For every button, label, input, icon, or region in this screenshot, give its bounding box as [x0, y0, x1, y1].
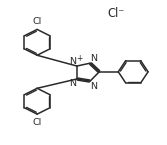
- Text: N: N: [69, 79, 76, 88]
- Text: N: N: [91, 54, 98, 63]
- Text: Cl: Cl: [33, 118, 42, 127]
- Text: N: N: [69, 57, 76, 66]
- Text: Cl: Cl: [33, 17, 42, 26]
- Text: +: +: [76, 54, 82, 63]
- Text: N: N: [91, 81, 98, 90]
- Text: Cl⁻: Cl⁻: [107, 7, 124, 20]
